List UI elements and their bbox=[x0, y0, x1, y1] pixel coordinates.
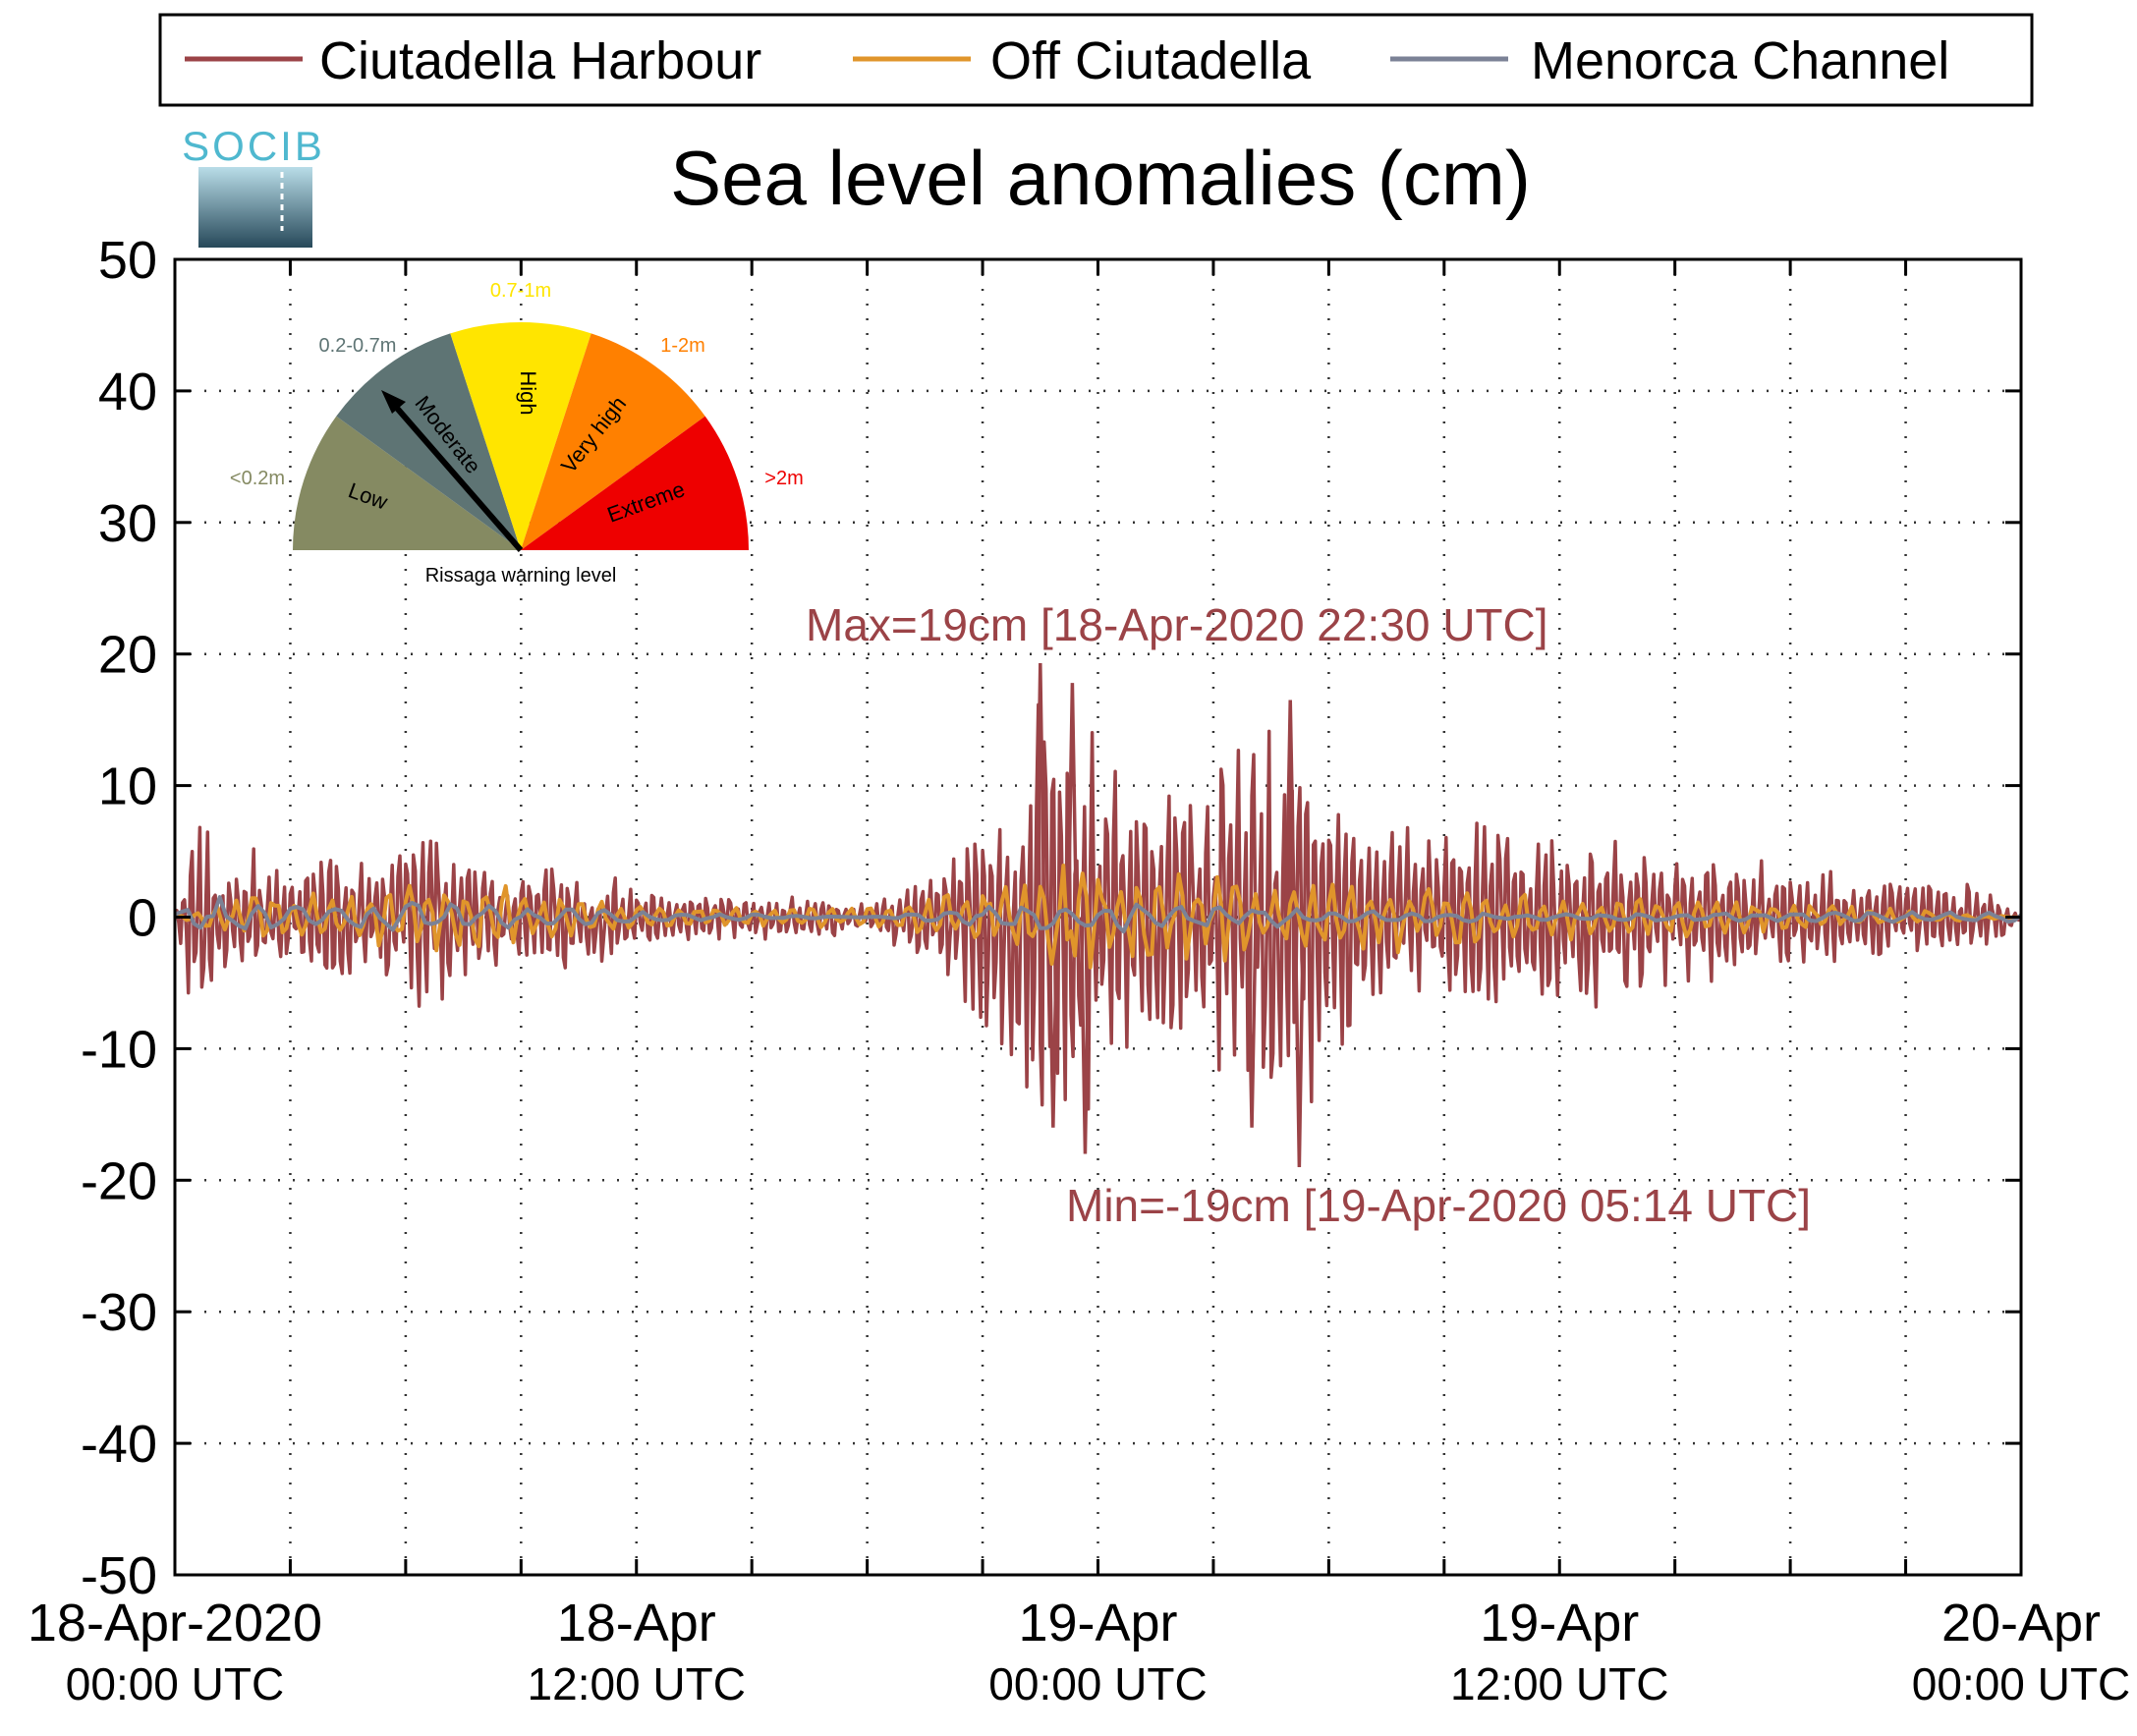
gauge-segment-extreme bbox=[521, 416, 749, 550]
x-tick-label-date: 18-Apr bbox=[557, 1594, 716, 1652]
gauge-segment-low bbox=[293, 416, 521, 550]
y-axis: 50 40 30 20 10 0 -10 -20 -30 -40 -50 bbox=[81, 231, 2021, 1605]
gauge-range-very-high: 1-2m bbox=[660, 335, 705, 357]
x-tick-label-date: 19-Apr bbox=[1018, 1594, 1177, 1652]
x-tick-label-time: 00:00 UTC bbox=[1912, 1658, 2130, 1709]
y-tick-label: -20 bbox=[81, 1151, 157, 1210]
x-tick-label-date: 19-Apr bbox=[1480, 1594, 1639, 1652]
annotation-max: Max=19cm [18-Apr-2020 22:30 UTC] bbox=[806, 599, 1548, 650]
gauge-range-low: <0.2m bbox=[230, 468, 285, 489]
x-tick-label-time: 00:00 UTC bbox=[66, 1658, 284, 1709]
y-tick-label: 10 bbox=[98, 757, 157, 816]
legend-entry-ciutadella-harbour: Ciutadella Harbour bbox=[185, 31, 761, 90]
gauge-needle bbox=[385, 396, 524, 552]
y-tick-label: 20 bbox=[98, 626, 157, 685]
legend-box bbox=[158, 13, 2034, 107]
legend-label-menorca-channel: Menorca Channel bbox=[1531, 31, 1949, 90]
y-tick-label: -30 bbox=[81, 1283, 157, 1342]
gauge-needle-tip bbox=[381, 390, 406, 414]
gauge-caption: Rissaga warning level bbox=[425, 565, 617, 587]
x-tick-label-time: 12:00 UTC bbox=[528, 1658, 746, 1709]
gauge-range-moderate: 0.2-0.7m bbox=[319, 335, 397, 357]
gauge-range-extreme: >2m bbox=[764, 468, 803, 489]
series-menorca-channel bbox=[175, 895, 2021, 934]
y-tick-label: 30 bbox=[98, 494, 157, 553]
x-tick-label-time: 12:00 UTC bbox=[1450, 1658, 1668, 1709]
legend-entry-menorca-channel: Menorca Channel bbox=[1390, 31, 1949, 90]
annotation-min: Min=-19cm [19-Apr-2020 05:14 UTC] bbox=[1066, 1180, 1811, 1231]
gauge-segment-high bbox=[450, 322, 591, 550]
series-peak bbox=[1246, 917, 1258, 1128]
x-tick-label-date: 18-Apr-2020 bbox=[28, 1594, 322, 1652]
series-peak bbox=[1035, 663, 1046, 918]
legend: Ciutadella Harbour Off Ciutadella Menorc… bbox=[158, 13, 2034, 107]
socib-logo-wave bbox=[198, 167, 312, 248]
gauge-range-high: 0.7-1m bbox=[490, 280, 551, 302]
socib-logo-text: SOCIB bbox=[182, 123, 325, 169]
y-tick-label: -50 bbox=[81, 1546, 157, 1605]
socib-logo: SOCIB bbox=[182, 123, 325, 248]
legend-entry-off-ciutadella: Off Ciutadella bbox=[853, 31, 1312, 90]
grid-lines bbox=[175, 259, 2021, 1575]
x-tick-label-time: 00:00 UTC bbox=[988, 1658, 1207, 1709]
x-tick-label-date: 20-Apr bbox=[1941, 1594, 2101, 1652]
y-tick-label: 0 bbox=[128, 889, 157, 948]
series-off-ciutadella bbox=[175, 864, 2021, 970]
x-axis: 18-Apr-2020 00:00 UTC 18-Apr 12:00 UTC 19-Ap… bbox=[28, 1594, 2130, 1709]
series-peak bbox=[1079, 917, 1092, 1154]
gauge-segment-very-high bbox=[521, 333, 705, 550]
series-peak bbox=[1047, 917, 1059, 1128]
y-tick-label: -40 bbox=[81, 1415, 157, 1474]
gauge-label-high: High bbox=[516, 370, 540, 415]
series-peak bbox=[1066, 683, 1079, 918]
y-tick-label: -10 bbox=[81, 1020, 157, 1079]
legend-label-ciutadella-harbour: Ciutadella Harbour bbox=[319, 31, 761, 90]
chart-title: Sea level anomalies (cm) bbox=[670, 135, 1531, 221]
y-tick-label: 40 bbox=[98, 363, 157, 421]
data-series bbox=[175, 663, 2021, 1167]
series-peak bbox=[1293, 917, 1306, 1167]
legend-label-off-ciutadella: Off Ciutadella bbox=[990, 31, 1312, 90]
y-tick-label: 50 bbox=[98, 231, 157, 290]
series-peak bbox=[1284, 700, 1296, 918]
